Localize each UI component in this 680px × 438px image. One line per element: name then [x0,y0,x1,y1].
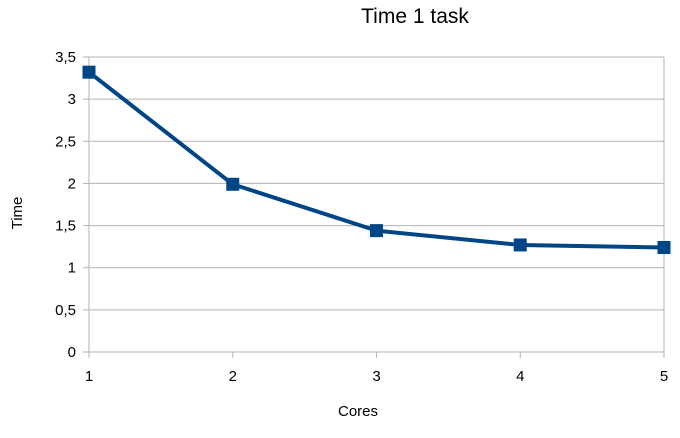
tick-labels: 0 0,5 1 1,5 2 2,5 3 3,5 1 2 3 4 5 [55,49,668,385]
x-tick-label: 2 [229,368,237,385]
y-axis-label: Time [9,197,26,230]
y-tick-label: 3 [68,91,76,108]
y-tick-label: 1,5 [55,218,76,235]
y-tick-label: 3,5 [55,49,76,66]
y-tick-label: 0 [68,344,76,361]
data-point-marker [370,224,383,238]
x-tick-label: 1 [85,368,93,385]
y-tick-label: 1 [68,260,76,277]
chart-title: Time 1 task [361,5,469,28]
axes [83,56,665,358]
x-tick-label: 4 [516,368,524,385]
series-line [87,70,665,250]
data-point-marker [226,177,240,191]
y-tick-label: 0,5 [55,302,76,319]
grid-lines [89,56,664,311]
data-point-marker [657,240,671,254]
y-tick-label: 2,5 [55,133,76,150]
data-series [82,65,671,254]
data-point-marker [82,65,96,79]
x-tick-label: 3 [372,368,380,385]
y-tick-label: 2 [68,175,76,192]
x-axis-label: Cores [338,403,378,420]
data-point-marker [513,238,527,252]
x-tick-label: 5 [660,368,668,385]
